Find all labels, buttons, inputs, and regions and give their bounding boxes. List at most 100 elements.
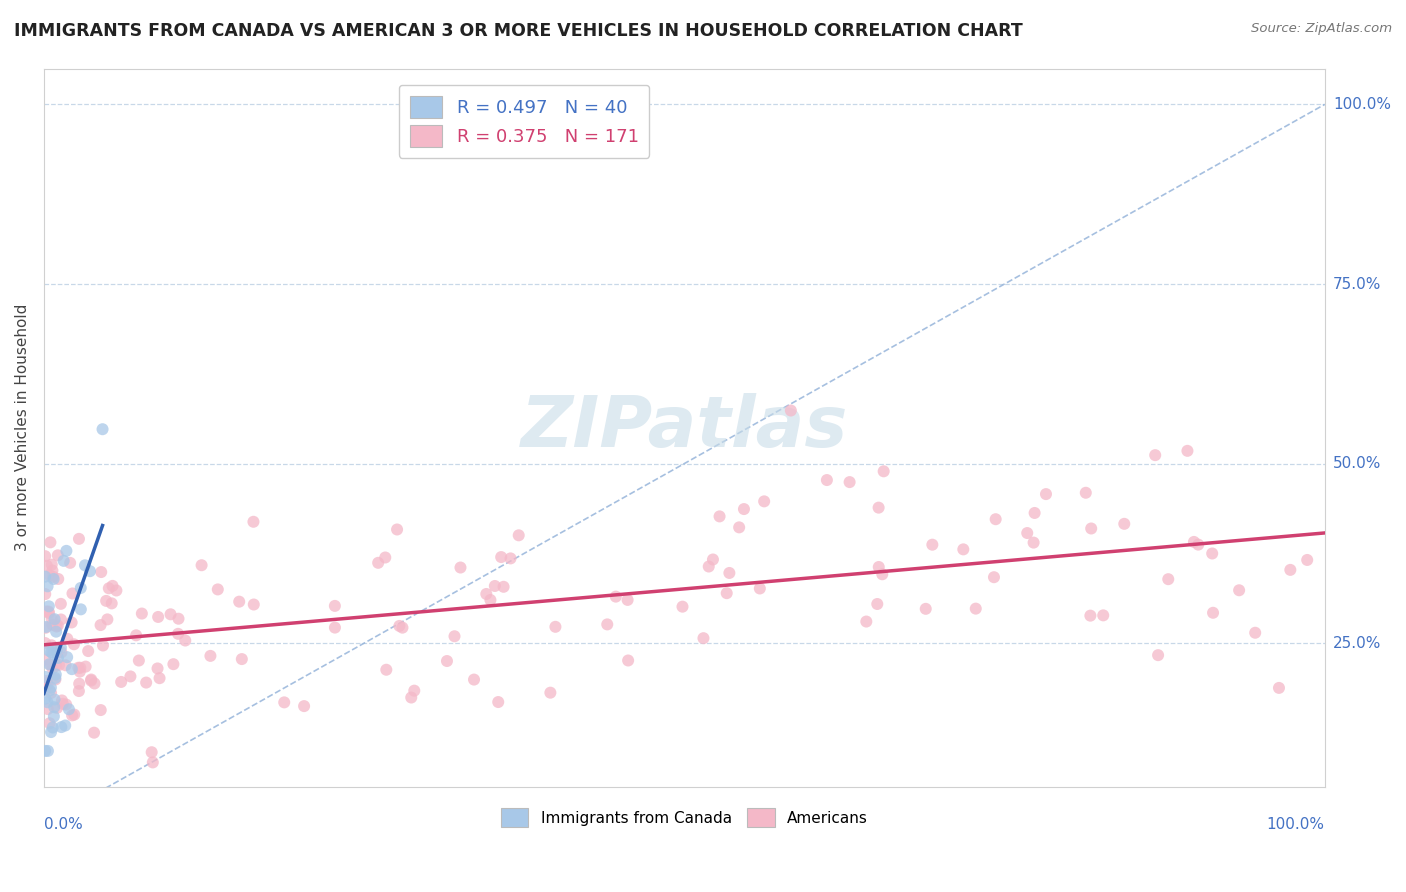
Point [1182, 535, 1205, 549]
Point [67, 532, 90, 546]
Point [45, 667, 67, 681]
Point [38, 568, 60, 582]
Point [45, 658, 67, 673]
Point [35, 604, 58, 618]
Point [38, 643, 60, 657]
Point [73, 558, 96, 573]
Point [46, 572, 69, 586]
Point [702, 552, 724, 566]
Point [141, 745, 163, 759]
Point [60, 615, 83, 630]
Point [39, 681, 62, 695]
Point [1092, 608, 1115, 623]
Text: IMMIGRANTS FROM CANADA VS AMERICAN 3 OR MORE VEHICLES IN HOUSEHOLD CORRELATION C: IMMIGRANTS FROM CANADA VS AMERICAN 3 OR … [14, 22, 1022, 40]
Point [728, 520, 751, 534]
Point [207, 582, 229, 597]
Point [100, 596, 122, 610]
Point [35, 621, 58, 635]
Point [228, 595, 250, 609]
Point [34, 549, 56, 564]
Point [51, 693, 73, 707]
Point [489, 550, 512, 565]
Point [63, 707, 86, 722]
Point [37, 744, 59, 758]
Point [34, 569, 56, 583]
Point [1296, 553, 1319, 567]
Point [754, 494, 776, 508]
Point [399, 690, 422, 705]
Y-axis label: 3 or more Vehicles in Household: 3 or more Vehicles in Household [15, 304, 30, 551]
Point [39, 686, 62, 700]
Legend: Immigrants from Canada, Americans: Immigrants from Canada, Americans [495, 802, 873, 833]
Point [475, 587, 498, 601]
Point [77, 644, 100, 658]
Point [90, 618, 112, 632]
Point [39, 645, 62, 659]
Point [135, 675, 157, 690]
Point [499, 551, 522, 566]
Point [374, 550, 396, 565]
Point [838, 475, 860, 489]
Point [39, 725, 62, 739]
Point [37, 678, 59, 692]
Text: 50.0%: 50.0% [1333, 456, 1381, 471]
Point [83, 676, 105, 690]
Point [45, 624, 67, 639]
Text: Source: ZipAtlas.com: Source: ZipAtlas.com [1251, 22, 1392, 36]
Point [200, 648, 222, 663]
Point [128, 654, 150, 668]
Point [709, 509, 731, 524]
Point [388, 619, 411, 633]
Point [56, 650, 79, 665]
Point [37, 579, 59, 593]
Point [242, 515, 264, 529]
Point [46, 549, 69, 563]
Point [46, 618, 69, 632]
Point [484, 579, 506, 593]
Point [131, 607, 153, 621]
Point [59, 556, 82, 570]
Point [450, 560, 472, 574]
Point [1080, 608, 1102, 623]
Point [35, 673, 58, 688]
Point [492, 580, 515, 594]
Point [91, 422, 114, 436]
Point [1244, 625, 1267, 640]
Point [90, 565, 112, 579]
Point [44, 612, 66, 626]
Text: 100.0%: 100.0% [1267, 817, 1324, 832]
Point [984, 512, 1007, 526]
Point [51, 645, 73, 659]
Point [538, 686, 561, 700]
Point [41, 638, 63, 652]
Point [872, 567, 894, 582]
Point [866, 597, 889, 611]
Point [96, 612, 118, 626]
Point [868, 500, 890, 515]
Point [34, 670, 56, 684]
Point [1080, 521, 1102, 535]
Point [34, 691, 56, 706]
Point [83, 725, 105, 739]
Point [46, 641, 69, 656]
Point [38, 606, 60, 620]
Point [55, 658, 77, 673]
Point [443, 629, 465, 643]
Point [921, 538, 943, 552]
Point [872, 464, 894, 478]
Point [41, 662, 63, 676]
Point [45, 619, 67, 633]
Point [41, 564, 63, 578]
Point [463, 673, 485, 687]
Point [46, 701, 69, 715]
Point [42, 572, 65, 586]
Point [35, 620, 58, 634]
Point [148, 671, 170, 685]
Point [479, 593, 502, 607]
Point [44, 673, 66, 687]
Point [1187, 538, 1209, 552]
Point [855, 615, 877, 629]
Point [1227, 583, 1250, 598]
Text: 25.0%: 25.0% [1333, 636, 1381, 650]
Text: 0.0%: 0.0% [44, 817, 83, 832]
